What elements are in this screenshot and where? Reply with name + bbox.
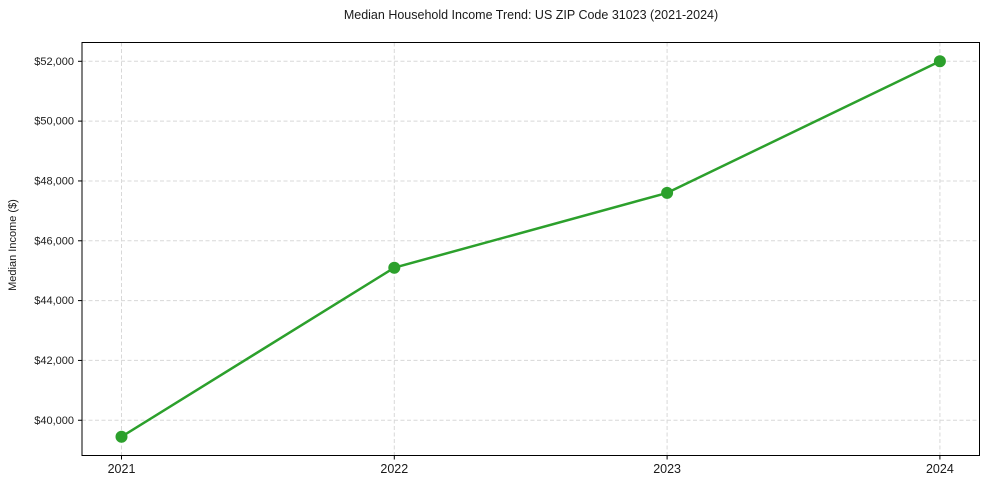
data-point-2022 xyxy=(388,261,401,274)
y-tick-label: $44,000 xyxy=(34,295,74,307)
data-point-2021 xyxy=(115,430,128,443)
x-tick-label: 2023 xyxy=(653,462,681,476)
y-tick-label: $50,000 xyxy=(34,116,74,128)
y-tick-label: $42,000 xyxy=(34,355,74,367)
x-tick-label: 2024 xyxy=(926,462,954,476)
y-tick-label: $48,000 xyxy=(34,175,74,187)
y-tick-label: $52,000 xyxy=(34,56,74,68)
data-point-2023 xyxy=(661,186,674,199)
x-tick-label: 2021 xyxy=(108,462,136,476)
trend-line xyxy=(120,60,942,438)
y-tick-label: $40,000 xyxy=(34,415,74,427)
data-point-2024 xyxy=(933,55,946,68)
x-tick-label: 2022 xyxy=(380,462,408,476)
chart-title: Median Household Income Trend: US ZIP Co… xyxy=(343,8,719,22)
y-tick-label: $46,000 xyxy=(34,235,74,247)
axes-frame xyxy=(81,42,980,456)
